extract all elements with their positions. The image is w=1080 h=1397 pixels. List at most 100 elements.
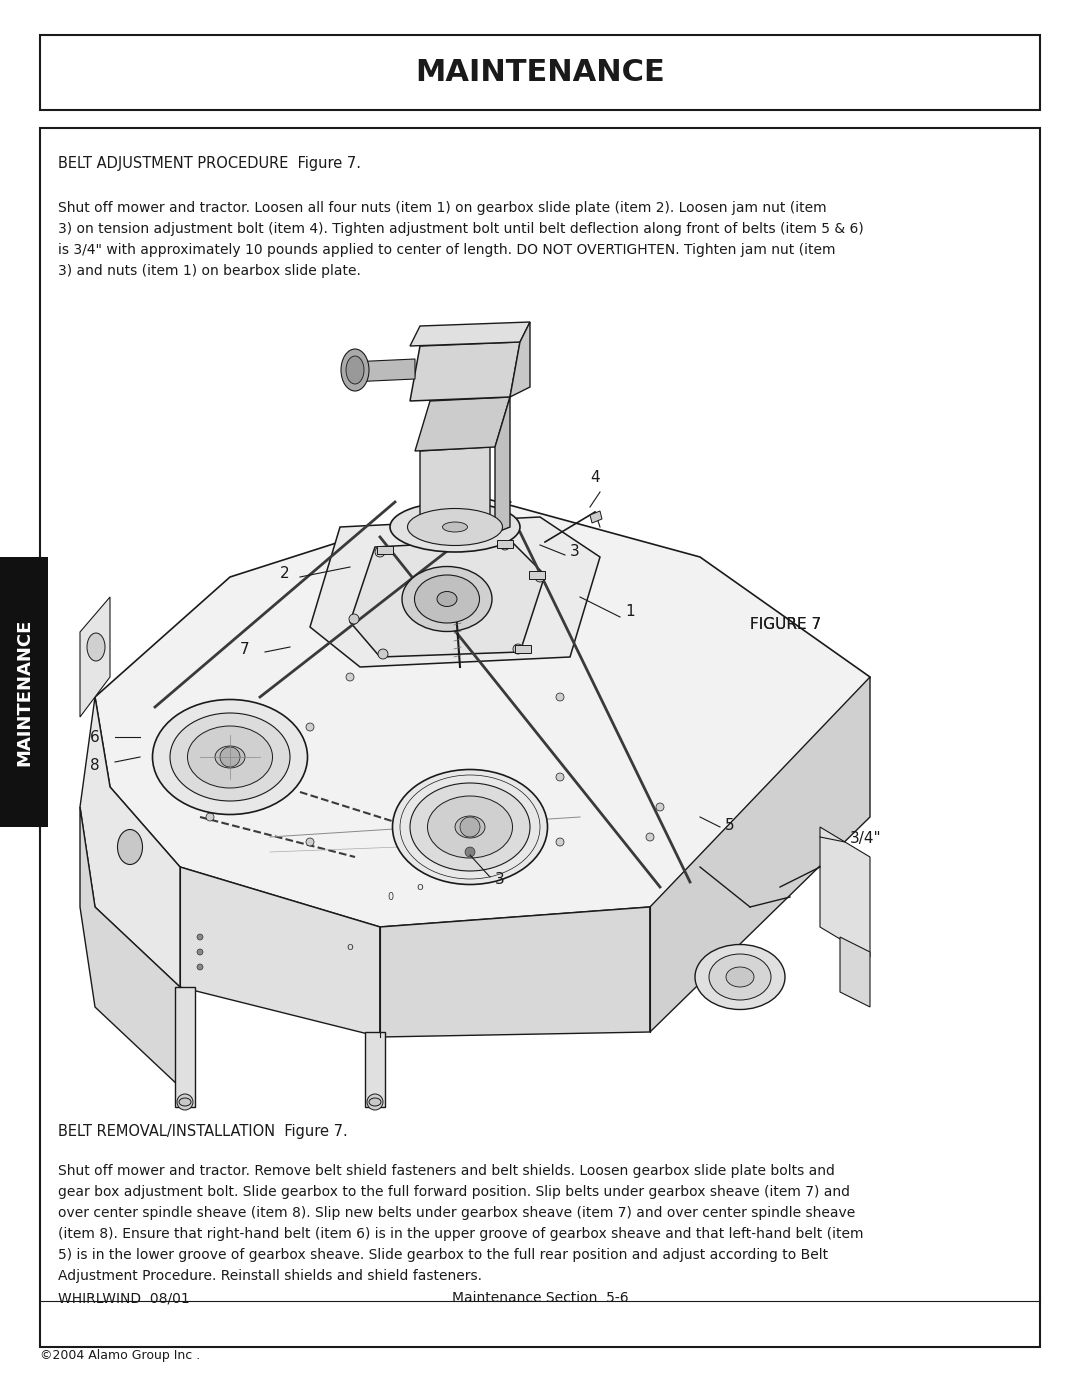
Ellipse shape	[215, 746, 245, 768]
Ellipse shape	[428, 796, 513, 858]
Text: WHIRLWIND  08/01: WHIRLWIND 08/01	[58, 1291, 190, 1305]
Text: 3: 3	[495, 872, 504, 887]
Bar	[40, 35, 1040, 110]
Polygon shape	[650, 678, 870, 1032]
Circle shape	[306, 724, 314, 731]
Polygon shape	[180, 868, 380, 1037]
Polygon shape	[95, 497, 870, 928]
Polygon shape	[365, 1032, 384, 1106]
Polygon shape	[415, 397, 510, 451]
Text: 5: 5	[725, 817, 734, 833]
Text: Adjustment Procedure. Reinstall shields and shield fasteners.: Adjustment Procedure. Reinstall shields …	[58, 1268, 482, 1282]
Ellipse shape	[369, 1098, 381, 1106]
Polygon shape	[497, 541, 513, 548]
Ellipse shape	[179, 1098, 191, 1106]
Polygon shape	[80, 597, 110, 717]
Circle shape	[197, 949, 203, 956]
Ellipse shape	[455, 816, 485, 838]
Circle shape	[378, 650, 388, 659]
Polygon shape	[420, 447, 490, 536]
Ellipse shape	[708, 954, 771, 1000]
Circle shape	[220, 747, 240, 767]
Circle shape	[556, 838, 564, 847]
Ellipse shape	[188, 726, 272, 788]
Ellipse shape	[87, 633, 105, 661]
Circle shape	[216, 743, 224, 752]
Text: 2: 2	[280, 567, 289, 581]
Circle shape	[306, 838, 314, 847]
Ellipse shape	[726, 967, 754, 988]
Circle shape	[349, 615, 359, 624]
Circle shape	[375, 548, 384, 557]
Circle shape	[367, 1094, 383, 1111]
Bar	[40, 129, 1040, 1347]
Text: 4: 4	[590, 469, 599, 485]
Ellipse shape	[437, 591, 457, 606]
Ellipse shape	[402, 567, 492, 631]
Polygon shape	[175, 988, 195, 1106]
Polygon shape	[515, 645, 531, 652]
Ellipse shape	[443, 522, 468, 532]
Text: ©2004 Alamo Group Inc .: ©2004 Alamo Group Inc .	[40, 1350, 200, 1362]
Circle shape	[500, 541, 510, 550]
Ellipse shape	[390, 502, 519, 552]
Circle shape	[416, 633, 424, 641]
Ellipse shape	[415, 576, 480, 623]
Text: 3/4": 3/4"	[850, 831, 881, 847]
Circle shape	[513, 644, 523, 654]
Ellipse shape	[410, 782, 530, 870]
Ellipse shape	[118, 830, 143, 865]
Text: 0: 0	[387, 893, 393, 902]
Circle shape	[535, 571, 545, 583]
Polygon shape	[80, 807, 180, 1087]
Polygon shape	[410, 321, 530, 346]
Polygon shape	[377, 546, 393, 555]
Ellipse shape	[152, 700, 308, 814]
Circle shape	[556, 693, 564, 701]
Text: BELT ADJUSTMENT PROCEDURE  Figure 7.: BELT ADJUSTMENT PROCEDURE Figure 7.	[58, 156, 361, 170]
Text: FIGURE 7: FIGURE 7	[750, 617, 821, 631]
Circle shape	[197, 935, 203, 940]
Circle shape	[177, 1094, 193, 1111]
Text: MAINTENANCE: MAINTENANCE	[15, 619, 33, 766]
Circle shape	[656, 803, 664, 812]
Text: MAINTENANCE: MAINTENANCE	[415, 59, 665, 87]
Polygon shape	[350, 541, 545, 657]
Polygon shape	[820, 827, 870, 957]
Circle shape	[197, 964, 203, 970]
Text: Shut off mower and tractor. Loosen all four nuts (item 1) on gearbox slide plate: Shut off mower and tractor. Loosen all f…	[58, 201, 826, 215]
Circle shape	[465, 847, 475, 856]
Ellipse shape	[170, 712, 291, 800]
Polygon shape	[380, 907, 650, 1037]
Circle shape	[346, 673, 354, 680]
Text: Shut off mower and tractor. Remove belt shield fasteners and belt shields. Loose: Shut off mower and tractor. Remove belt …	[58, 1164, 835, 1178]
Text: is 3/4" with approximately 10 pounds applied to center of length. DO NOT OVERTIG: is 3/4" with approximately 10 pounds app…	[58, 243, 836, 257]
Text: over center spindle sheave (item 8). Slip new belts under gearbox sheave (item 7: over center spindle sheave (item 8). Sli…	[58, 1206, 855, 1220]
Ellipse shape	[346, 356, 364, 384]
Text: 6: 6	[90, 729, 99, 745]
Text: FIGURE 7: FIGURE 7	[750, 617, 821, 631]
Circle shape	[556, 773, 564, 781]
Text: 3) on tension adjustment bolt (item 4). Tighten adjustment bolt until belt defle: 3) on tension adjustment bolt (item 4). …	[58, 222, 864, 236]
Text: Maintenance Section  5-6: Maintenance Section 5-6	[451, 1291, 629, 1305]
Polygon shape	[529, 571, 545, 578]
Polygon shape	[80, 697, 180, 988]
Polygon shape	[495, 397, 510, 534]
Ellipse shape	[407, 509, 502, 545]
Polygon shape	[310, 517, 600, 666]
Text: 1: 1	[625, 605, 635, 619]
Text: 5) is in the lower groove of gearbox sheave. Slide gearbox to the full rear posi: 5) is in the lower groove of gearbox she…	[58, 1248, 828, 1261]
Polygon shape	[350, 359, 415, 381]
Ellipse shape	[341, 349, 369, 391]
Text: 8: 8	[91, 757, 99, 773]
Circle shape	[206, 813, 214, 821]
Text: (item 8). Ensure that right-hand belt (item 6) is in the upper groove of gearbox: (item 8). Ensure that right-hand belt (i…	[58, 1227, 864, 1241]
Polygon shape	[590, 511, 602, 522]
Ellipse shape	[696, 944, 785, 1010]
Text: o: o	[417, 882, 423, 893]
Bar	[0, 557, 48, 827]
Text: 3: 3	[570, 545, 580, 560]
Ellipse shape	[392, 770, 548, 884]
Circle shape	[460, 817, 480, 837]
Polygon shape	[840, 937, 870, 1007]
